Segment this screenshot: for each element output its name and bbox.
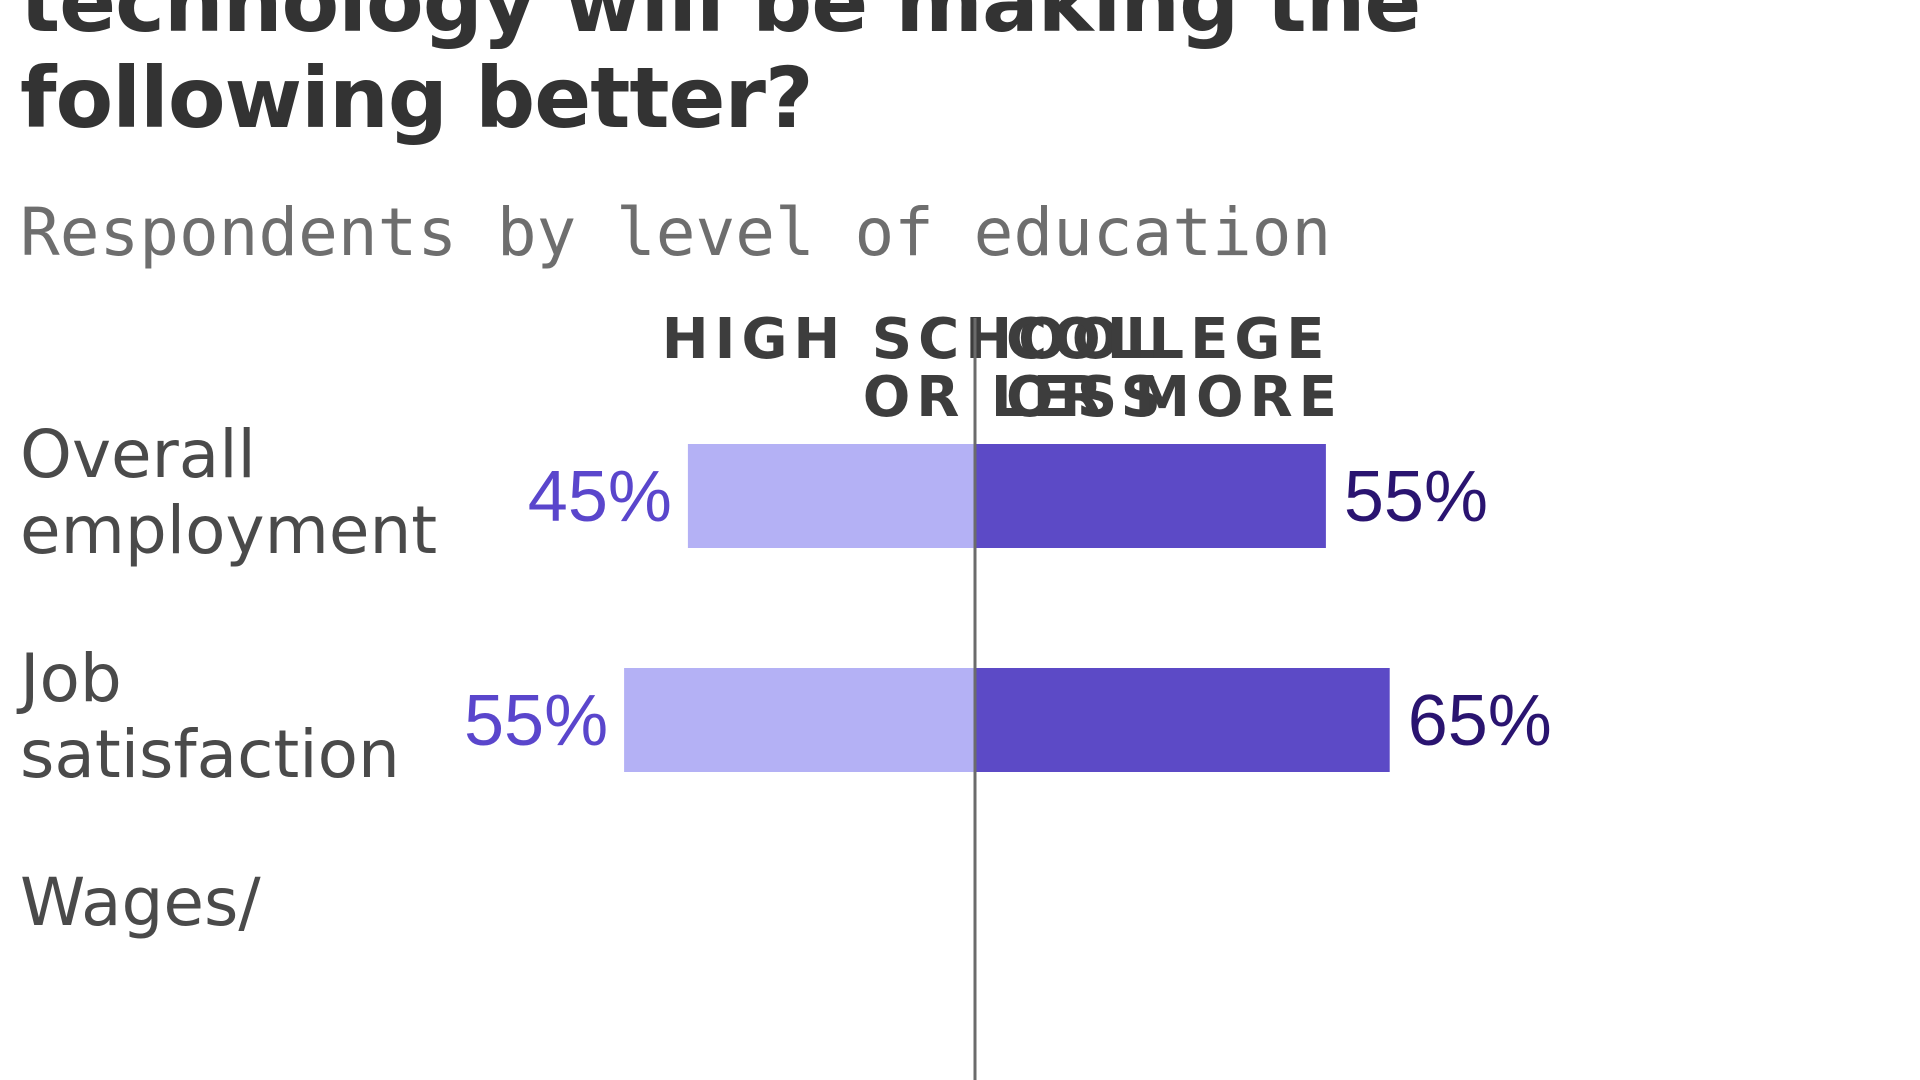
header-left-line-2: OR LESS bbox=[862, 365, 1167, 430]
row-label-0-line-2: employment bbox=[20, 492, 438, 569]
bar-left-0 bbox=[687, 444, 975, 548]
chart-title-line-1: technology will be making the bbox=[20, 0, 1421, 51]
value-label-right-1: 65% bbox=[1408, 681, 1552, 761]
bar-left-1 bbox=[624, 668, 975, 772]
row-label-0-line-1: Overall bbox=[20, 416, 256, 493]
bar-right-1 bbox=[975, 668, 1390, 772]
row-label-1-line-1: Job bbox=[20, 640, 122, 717]
row-label-2-line-1: Wages/ bbox=[20, 864, 261, 941]
bar-right-0 bbox=[975, 444, 1326, 548]
header-left-line-1: HIGH SCHOOL bbox=[661, 307, 1167, 372]
row-label-1-line-2: satisfaction bbox=[20, 716, 400, 793]
header-right-line-1: COLLEGE bbox=[1006, 307, 1331, 372]
value-label-left-0: 45% bbox=[528, 457, 672, 537]
header-right-line-2: OR MORE bbox=[1006, 365, 1343, 430]
chart-title-line-2: following better? bbox=[20, 49, 814, 147]
value-label-left-1: 55% bbox=[464, 681, 608, 761]
value-label-right-0: 55% bbox=[1344, 457, 1488, 537]
chart-subtitle: Respondents by level of education bbox=[20, 194, 1332, 271]
